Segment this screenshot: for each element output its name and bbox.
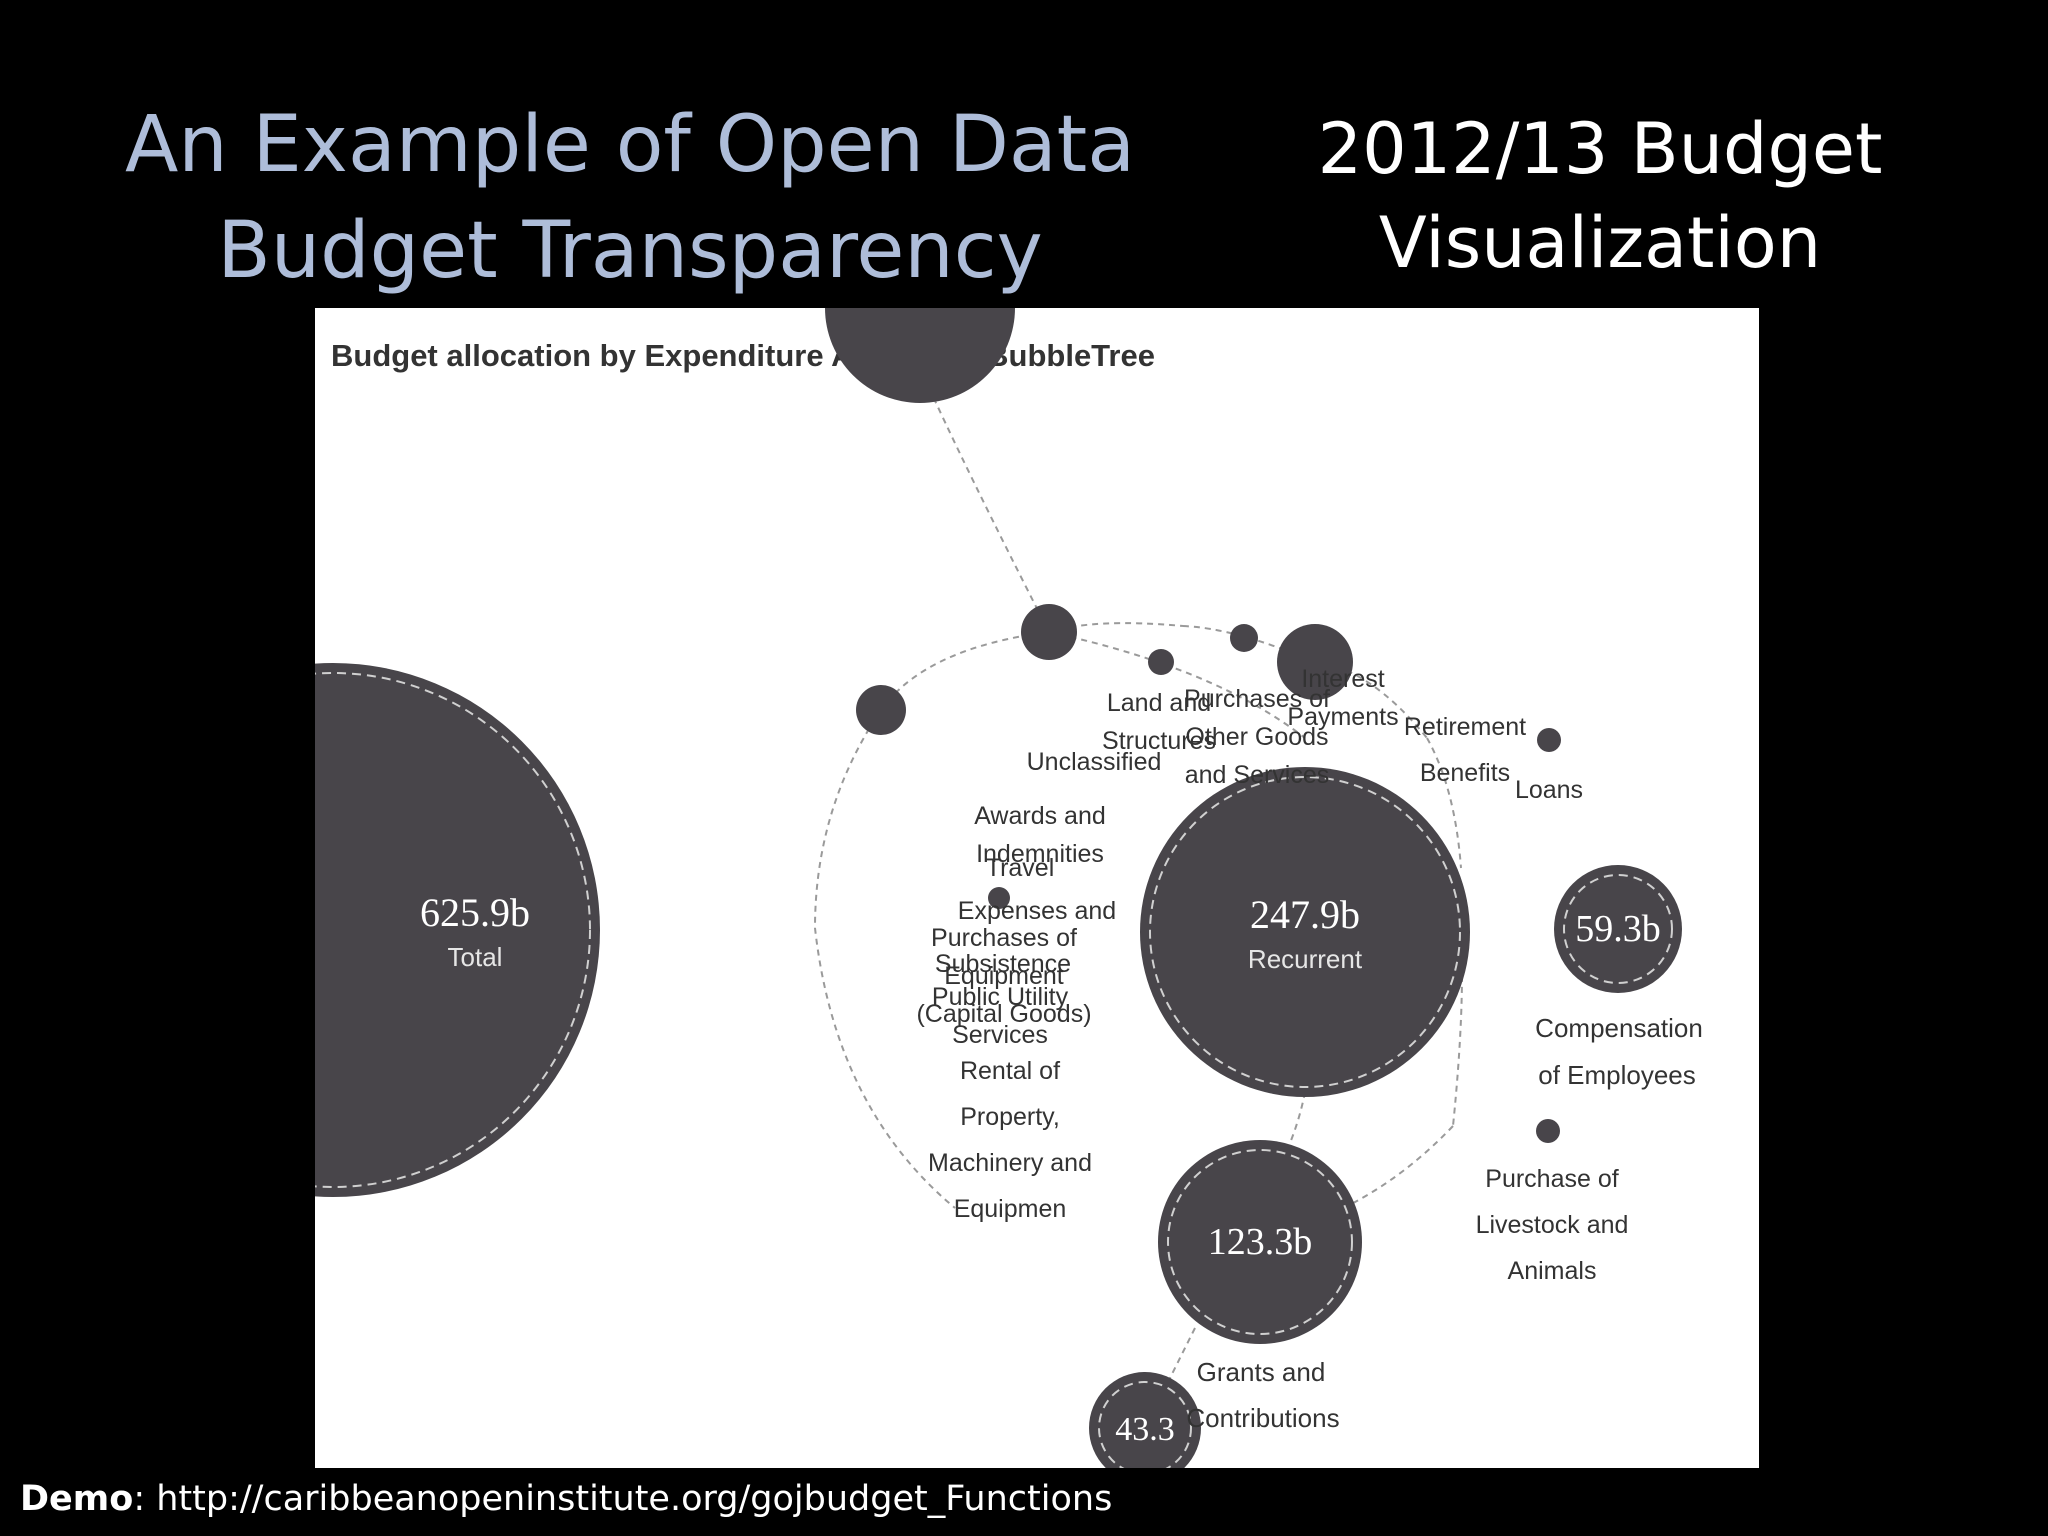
travel-bubble [988,887,1010,909]
slide-subtitle-line: 2012/13 Budget [1317,108,1883,190]
connector-link [813,709,956,1209]
demo-label: Demo [20,1479,134,1519]
slide-title-line: An Example of Open Data [124,100,1136,190]
rental-label: Machinery and [928,1149,1092,1177]
slide-title: An Example of Open Data Budget Transpare… [120,92,1140,304]
bubbletree-chart: 625.9b Total 247.9b Recurrent 59.3b 123.3b 43.… [315,308,1703,1468]
grants-label: Grants and [1197,1357,1326,1387]
connector-link [1426,737,1462,869]
purchases-equipment-label: Purchases of [931,924,1077,952]
connector-link [919,367,1050,633]
compensation-label: of Employees [1538,1060,1696,1090]
partial-bubble [1089,1372,1201,1468]
connector-link [1274,1125,1454,1234]
purchases-goods-label: and Services [1185,761,1330,789]
compensation-ring [1563,874,1673,984]
purchases-goods-bubble [1021,604,1077,660]
subsistence-label: Subsistence [935,950,1071,978]
partial-value: 43.3 [1115,1411,1175,1448]
rental-label: Rental of [960,1057,1060,1085]
slide-subtitle: 2012/13 Budget Visualization [1240,102,1960,290]
retirement-label: Retirement [1404,713,1526,741]
unclassified-label: Unclassified [1027,748,1162,776]
rental-label: Equipmen [954,1195,1067,1223]
parent-bubble [825,308,1015,403]
loans-label: Loans [1515,776,1583,804]
utility-label: Services [952,1021,1048,1049]
awards-label: Awards and [974,802,1106,830]
rental-label: Property, [960,1103,1060,1131]
compensation-label: Compensation [1535,1013,1703,1043]
total-ring [315,672,591,1188]
land-bubble [1148,649,1174,675]
total-label: Total [448,942,503,972]
awards-label: Indemnities [976,840,1104,868]
demo-link[interactable]: Demo: http://caribbeanopeninstitute.org/… [20,1479,1112,1519]
land-label: Structures [1102,727,1216,755]
interest-label: Interest [1301,665,1384,693]
recurrent-label: Recurrent [1248,944,1363,974]
interest-bubble [1230,624,1258,652]
connector-link [1452,931,1463,1127]
purchases-goods-label: Other Goods [1185,723,1328,751]
livestock-label: Animals [1508,1257,1597,1285]
travel-label: Travel [986,854,1055,882]
compensation-bubble [1554,865,1682,993]
livestock-label: Livestock and [1476,1211,1629,1239]
retirement-label: Benefits [1420,759,1510,787]
grants-label: Contributions [1186,1403,1339,1433]
livestock-bubble [1536,1119,1560,1143]
grants-ring [1167,1149,1353,1335]
demo-url[interactable]: : http://caribbeanopeninstitute.org/gojb… [133,1479,1113,1519]
connector-link [1289,1091,1306,1144]
bubbletree-panel: Budget allocation by Expenditure Analysi… [315,308,1759,1468]
connector-link [880,631,1050,711]
recurrent-bubble [1140,767,1470,1097]
recurrent-value: 247.9b [1250,892,1360,937]
compensation-value: 59.3b [1575,908,1661,950]
unclassified-bubble [856,685,906,735]
purchases-equipment-label: (Capital Goods) [916,1000,1091,1028]
utility-label: Public Utility [932,983,1069,1011]
chart-title: Budget allocation by Expenditure Analysi… [331,338,1155,373]
loans-bubble [1537,728,1561,752]
interest-label: Payments [1287,703,1398,731]
partial-ring [1098,1381,1192,1468]
land-label: Land and [1107,689,1211,717]
purchases-equipment-label: Equipment [944,962,1064,990]
livestock-label: Purchase of [1485,1165,1618,1193]
total-value: 625.9b [420,890,530,935]
grants-value: 123.3b [1208,1221,1313,1263]
retirement-bubble [1277,624,1353,700]
slide-title-line: Budget Transparency [217,206,1043,296]
expenses-label: Expenses and [958,897,1116,925]
slide-subtitle-line: Visualization [1378,202,1822,284]
total-bubble [315,663,600,1197]
grants-bubble [1158,1140,1362,1344]
purchases-goods-label: Purchases of [1184,685,1330,713]
recurrent-ring [1149,776,1461,1088]
